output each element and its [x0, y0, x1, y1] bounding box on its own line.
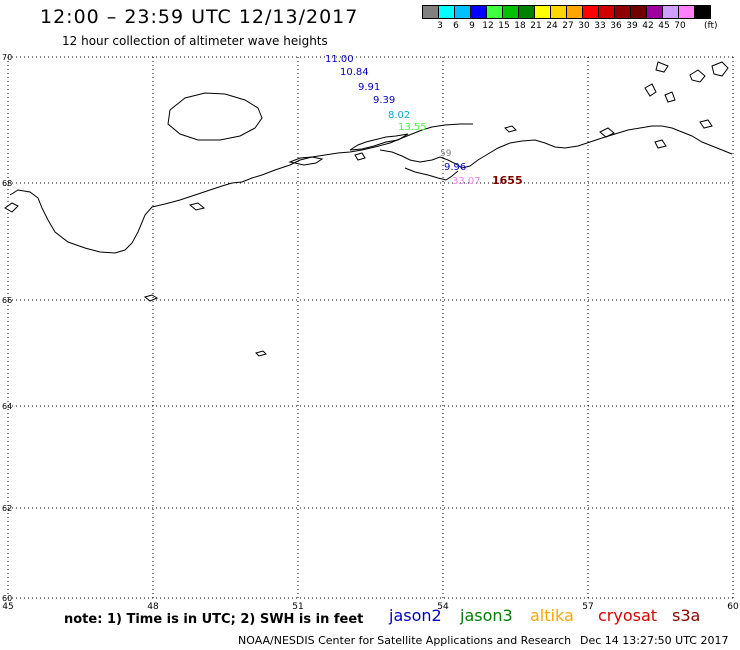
legend-label: 27: [562, 21, 574, 31]
legend-label: 24: [546, 21, 558, 31]
legend-label: 45: [658, 21, 670, 31]
islands-east-9: [699, 119, 713, 129]
latitude-label: 66: [2, 296, 12, 305]
legend-label: 6: [453, 21, 459, 31]
latitude-label: 70: [2, 53, 12, 62]
island-small-2: [255, 350, 267, 357]
islands-east-8: [654, 139, 667, 149]
legend-label: 18: [514, 21, 526, 31]
wave-height-label: 9.39: [373, 95, 395, 106]
legend-label: 39: [626, 21, 638, 31]
longitude-label: 45: [2, 602, 13, 612]
longitude-label: 57: [582, 602, 593, 612]
coastline: [4, 61, 733, 357]
islands-east-7: [599, 127, 615, 138]
footer-credit: NOAA/NESDIS Center for Satellite Applica…: [238, 634, 572, 647]
map-subtitle: 12 hour collection of altimeter wave hei…: [62, 34, 328, 48]
latitude-label: 60: [2, 594, 12, 603]
wave-height-label: 9.91: [358, 82, 380, 93]
coastline-peninsula: [379, 125, 733, 169]
longitude-label: 60: [727, 602, 739, 612]
satellite-legend-item: jason3: [460, 606, 513, 625]
latitude-label: 64: [2, 402, 12, 411]
footer-note: note: 1) Time is in UTC; 2) SWH is in fe…: [64, 612, 364, 627]
wave-height-label: 59: [440, 149, 452, 159]
legend-label: 70: [674, 21, 686, 31]
wave-height-label: 8.02: [388, 110, 410, 121]
map-title: 12:00 – 23:59 UTC 12/13/2017: [40, 6, 359, 28]
legend-label: 30: [578, 21, 590, 31]
islands-east-1: [655, 61, 669, 73]
coastline-main: [9, 123, 473, 254]
legend-label: 15: [498, 21, 510, 31]
legend-label: 33: [594, 21, 606, 31]
wave-height-label: 11.00: [325, 54, 354, 65]
coastline-bay: [404, 167, 459, 181]
islands-east-4: [644, 83, 657, 97]
wave-height-label: 33.07: [452, 176, 481, 187]
satellite-legend-item: cryosat: [598, 606, 658, 625]
island-small-1: [143, 294, 159, 302]
legend-label: 12: [482, 21, 494, 31]
islands-east-5: [664, 91, 676, 103]
footer-timestamp: Dec 14 13:27:50 UTC 2017: [580, 634, 729, 647]
color-legend-labels: 3 6 9 12 15 18 21 24 27 30 33 36 39 42 45 70 (ft): [422, 21, 740, 33]
coastline-inlet: [288, 156, 324, 166]
latitude-label: 62: [2, 504, 12, 513]
longitude-label: 51: [292, 602, 303, 612]
longitude-label: 54: [437, 602, 449, 612]
satellite-legend-item: s3a: [672, 606, 701, 625]
islands-east-6: [504, 125, 517, 133]
wave-height-label: 9.96: [444, 162, 466, 173]
island-large: [167, 92, 263, 141]
legend-unit: (ft): [704, 21, 718, 31]
islands-mid-1: [188, 202, 206, 211]
legend-swatch: [694, 5, 711, 19]
color-legend-bar: [422, 5, 711, 19]
legend-label: 9: [469, 21, 475, 31]
longitude-label: 48: [147, 602, 159, 612]
legend-label: 21: [530, 21, 542, 31]
satellite-legend-item: jason2: [389, 606, 442, 625]
latitude-label: 68: [2, 179, 12, 188]
wave-height-label: 1655: [492, 174, 523, 187]
lat-lon-grid: 45 48 51 54 57 60 70 68 66 64 62 60: [2, 53, 739, 612]
islands-east-3: [711, 61, 729, 77]
islands-east-2: [689, 69, 706, 83]
wave-height-label: 13.55: [398, 122, 427, 133]
legend-label: 42: [642, 21, 654, 31]
wave-height-label: 10.84: [340, 67, 369, 78]
legend-label: 36: [610, 21, 622, 31]
satellite-legend-item: altika: [530, 606, 574, 625]
legend-label: 3: [437, 21, 443, 31]
coastline-spit: [349, 133, 409, 151]
coastline-west: [4, 202, 19, 213]
islands-mid-2: [354, 152, 366, 161]
